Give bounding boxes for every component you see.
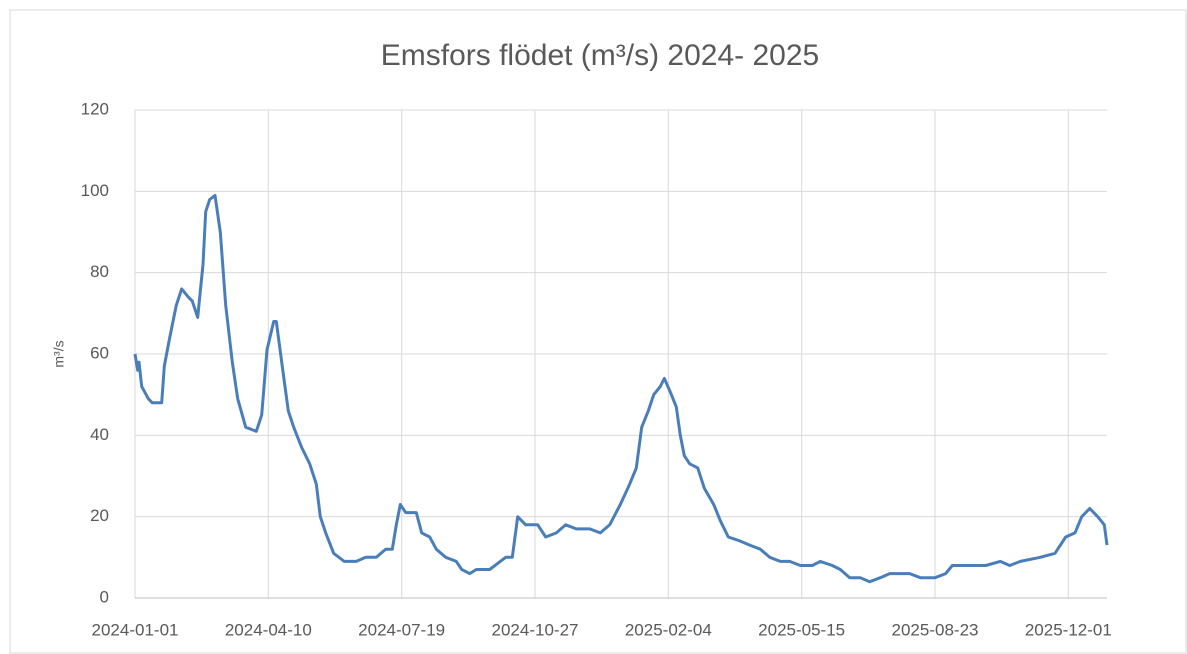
x-tick-label: 2024-10-27 <box>492 620 579 639</box>
chart-title: Emsfors flödet (m³/s) 2024- 2025 <box>381 39 820 72</box>
x-tick-label: 2025-12-01 <box>1025 620 1112 639</box>
x-tick-label: 2024-01-01 <box>92 620 179 639</box>
x-tick-label: 2025-05-15 <box>758 620 845 639</box>
y-tick-label: 0 <box>100 587 109 606</box>
x-tick-label: 2024-07-19 <box>358 620 445 639</box>
chart-frame <box>9 9 1187 654</box>
y-tick-label: 100 <box>81 181 109 200</box>
y-tick-label: 80 <box>90 262 109 281</box>
y-tick-label: 120 <box>81 99 109 118</box>
y-axis-label: m³/s <box>51 340 67 367</box>
x-tick-label: 2025-08-23 <box>892 620 979 639</box>
x-tick-label: 2024-04-10 <box>225 620 312 639</box>
x-tick-label: 2025-02-04 <box>625 620 712 639</box>
y-tick-label: 60 <box>90 343 109 362</box>
y-tick-label: 40 <box>90 425 109 444</box>
data-line <box>133 193 1109 584</box>
y-tick-label: 20 <box>90 506 109 525</box>
